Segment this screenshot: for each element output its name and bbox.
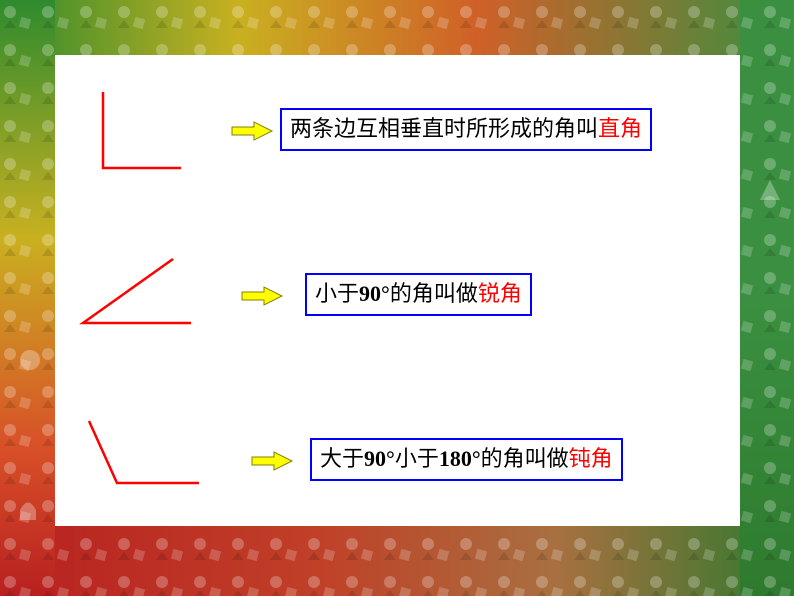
- def-text: 的角叫做: [481, 446, 569, 471]
- row-obtuse-angle: 大于90°小于180°的角叫做钝角: [55, 415, 734, 495]
- arrow-icon: [250, 450, 294, 472]
- arrow-icon: [230, 120, 274, 142]
- def-text: 两条边互相垂直时所形成的角叫: [290, 116, 598, 141]
- arrow-icon: [240, 285, 284, 307]
- def-text: 大于: [320, 446, 364, 471]
- def-text: 的角叫做: [390, 281, 478, 306]
- def-degree: 90°: [364, 446, 395, 471]
- definition-obtuse-angle: 大于90°小于180°的角叫做钝角: [310, 438, 623, 481]
- def-highlight: 锐角: [478, 281, 522, 306]
- obtuse-angle-icon: [85, 415, 203, 487]
- definition-right-angle: 两条边互相垂直时所形成的角叫直角: [280, 108, 652, 151]
- def-highlight: 直角: [598, 116, 642, 141]
- acute-angle-icon: [77, 255, 197, 327]
- row-acute-angle: 小于90°的角叫做锐角: [55, 255, 734, 335]
- row-right-angle: 两条边互相垂直时所形成的角叫直角: [55, 90, 734, 180]
- def-text: 小于: [395, 446, 439, 471]
- def-text: 小于: [315, 281, 359, 306]
- def-degree: 90°: [359, 281, 390, 306]
- content-area: 两条边互相垂直时所形成的角叫直角 小于90°的角叫做锐角 大于90°小于180°…: [55, 60, 734, 526]
- definition-acute-angle: 小于90°的角叫做锐角: [305, 273, 532, 316]
- def-degree: 180°: [439, 446, 481, 471]
- right-angle-icon: [95, 90, 185, 172]
- def-highlight: 钝角: [569, 446, 613, 471]
